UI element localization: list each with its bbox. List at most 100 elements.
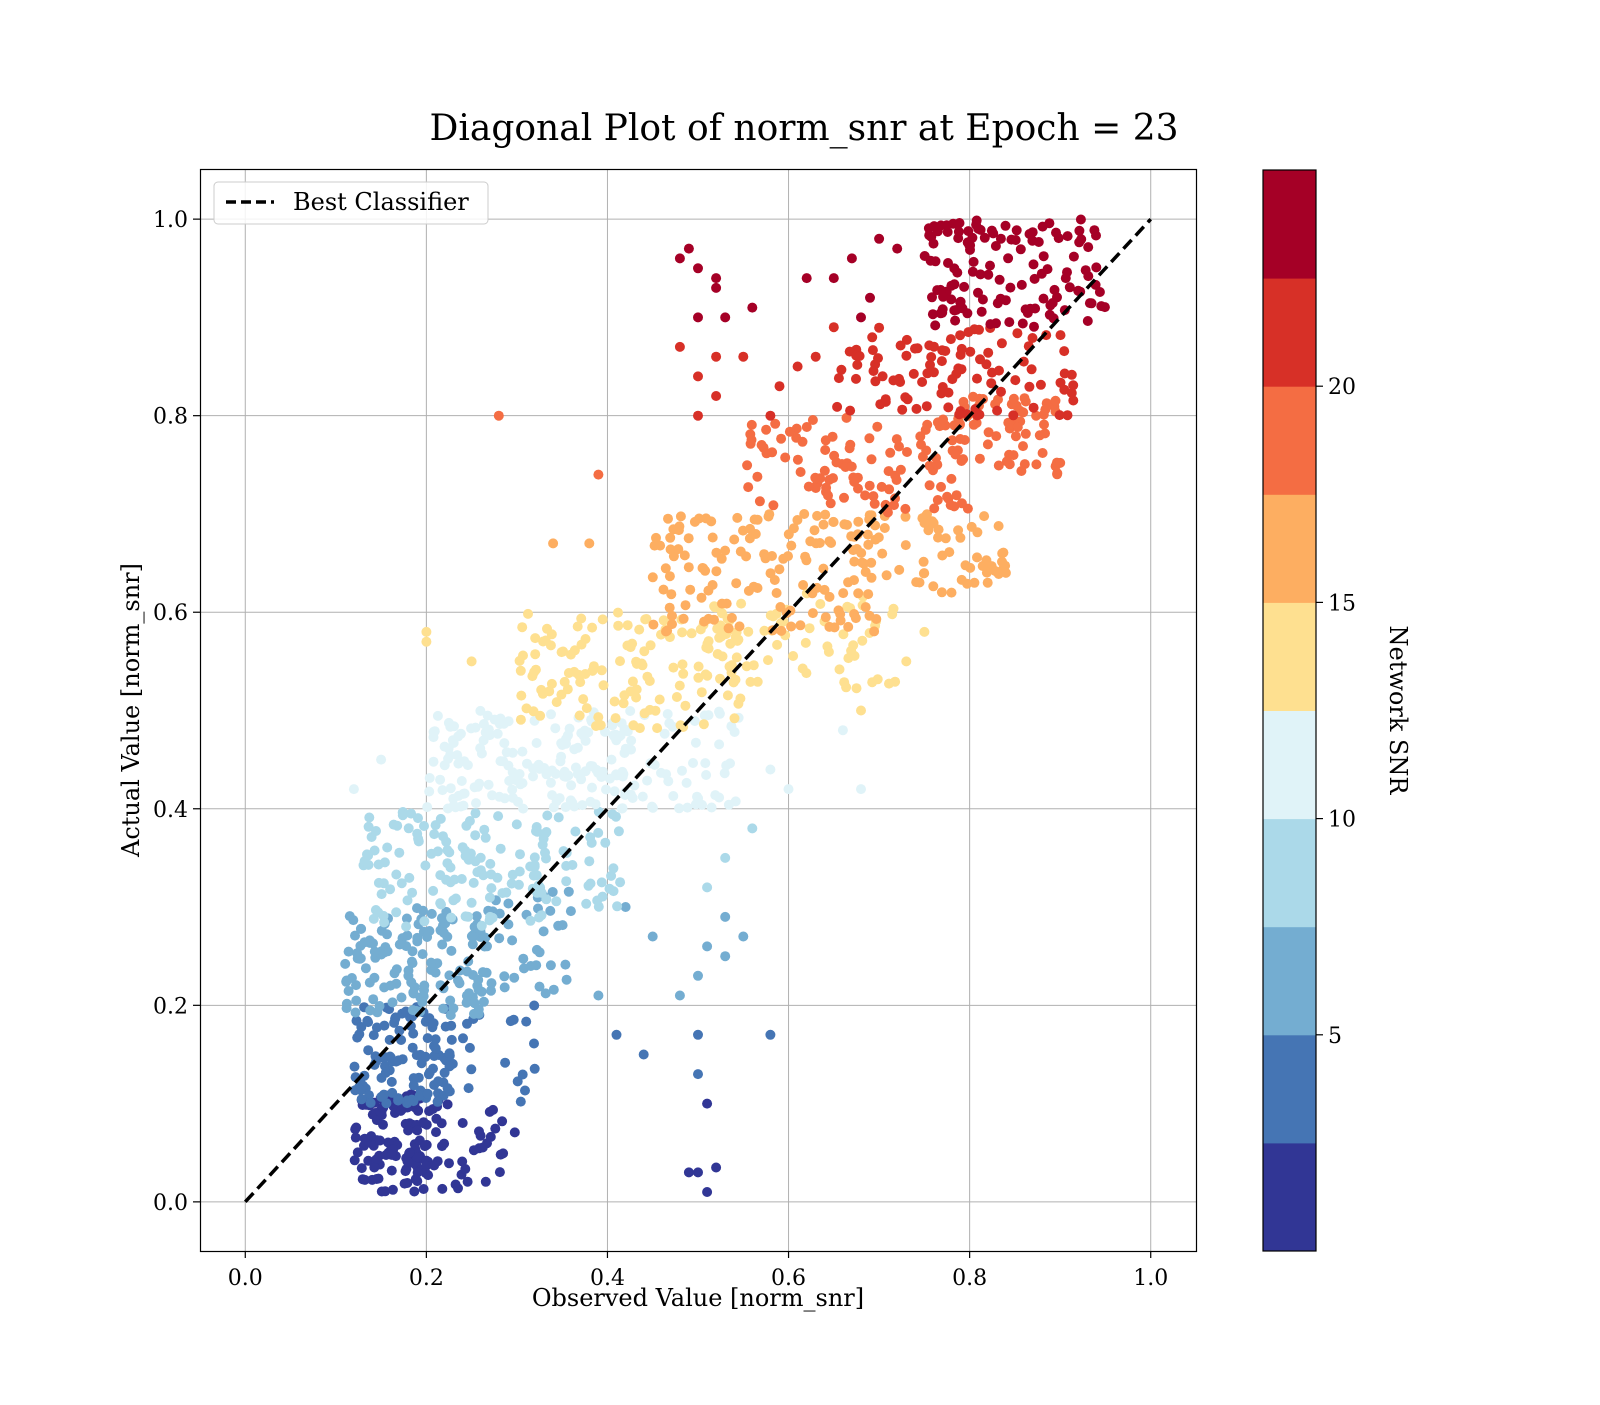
scatter-point: [422, 1088, 433, 1099]
scatter-point: [975, 269, 986, 280]
scatter-point: [924, 460, 935, 471]
scatter-point: [374, 1135, 385, 1146]
scatter-point: [343, 986, 354, 996]
scatter-point: [711, 273, 722, 284]
scatter-point: [900, 540, 911, 551]
scatter-point: [721, 760, 732, 771]
scatter-point: [349, 1061, 360, 1072]
scatter-point: [1082, 316, 1093, 326]
scatter-point: [367, 1174, 378, 1185]
scatter-point: [611, 1029, 622, 1040]
scatter-point: [703, 643, 714, 654]
scatter-point: [466, 931, 477, 942]
scatter-point: [693, 1069, 703, 1080]
scatter-point: [355, 1085, 366, 1096]
x-tick-label: 0.6: [771, 1266, 806, 1291]
scatter-point: [674, 521, 685, 532]
scatter-point: [483, 779, 494, 790]
scatter-point: [990, 566, 1001, 577]
scatter-point: [563, 770, 574, 781]
scatter-point: [527, 671, 538, 682]
scatter-point: [516, 690, 527, 701]
scatter-point: [801, 555, 812, 566]
scatter-point: [988, 228, 999, 239]
scatter-point: [569, 801, 580, 812]
scatter-point: [637, 791, 648, 802]
scatter-point: [517, 746, 528, 757]
scatter-point: [445, 783, 456, 794]
scatter-point: [364, 1090, 374, 1101]
scatter-point: [780, 452, 791, 463]
scatter-point: [691, 799, 701, 810]
scatter-point: [897, 404, 908, 415]
scatter-point: [853, 516, 864, 527]
scatter-point: [1074, 225, 1085, 236]
scatter-point: [448, 895, 459, 906]
scatter-point: [852, 359, 863, 370]
scatter-point: [1027, 227, 1038, 238]
scatter-point: [838, 588, 849, 599]
scatter-point: [647, 931, 658, 942]
scatter-point: [974, 453, 985, 464]
scatter-point: [754, 496, 765, 507]
scatter-point: [499, 971, 510, 982]
scatter-point: [544, 686, 555, 697]
scatter-point: [493, 811, 504, 822]
scatter-point: [545, 960, 556, 971]
scatter-point: [616, 803, 627, 814]
scatter-point: [1031, 410, 1042, 421]
scatter-point: [391, 907, 402, 918]
scatter-point: [625, 706, 636, 716]
scatter-point: [561, 860, 572, 871]
scatter-point: [400, 1166, 411, 1177]
scatter-point: [880, 394, 891, 405]
colorbar-segment: [1263, 278, 1316, 387]
scatter-point: [949, 279, 960, 290]
scatter-point: [700, 758, 711, 769]
scatter-point: [583, 880, 594, 891]
scatter-point: [469, 1008, 479, 1019]
scatter-point: [865, 292, 875, 303]
scatter-point: [464, 1042, 475, 1053]
scatter-point: [460, 911, 471, 922]
scatter-point: [521, 703, 532, 714]
scatter-point: [433, 1076, 444, 1087]
scatter-point: [610, 729, 621, 740]
scatter-point: [547, 765, 558, 776]
colorbar-segment: [1263, 926, 1316, 1036]
scatter-point: [834, 664, 845, 675]
x-axis-label: Observed Value [norm_snr]: [532, 1284, 864, 1312]
scatter-point: [1084, 298, 1095, 309]
scatter-point: [419, 1118, 430, 1129]
scatter-point: [350, 1007, 361, 1018]
scatter-point: [501, 747, 512, 758]
scatter-point: [1091, 262, 1102, 273]
scatter-point: [683, 1167, 694, 1178]
scatter-point: [488, 1104, 498, 1115]
scatter-point: [857, 635, 868, 646]
scatter-point: [1020, 396, 1031, 407]
scatter-point: [837, 725, 848, 736]
scatter-point: [956, 456, 967, 466]
scatter-point: [418, 905, 428, 916]
scatter-point: [677, 627, 688, 638]
scatter-point: [385, 884, 396, 895]
scatter-point: [690, 737, 701, 748]
scatter-point: [404, 872, 415, 883]
scatter-point: [551, 697, 562, 708]
scatter-point: [348, 915, 359, 926]
scatter-point: [1008, 410, 1019, 421]
scatter-point: [442, 845, 453, 856]
scatter-point: [954, 409, 965, 420]
scatter-point: [795, 620, 806, 631]
scatter-point: [430, 1043, 441, 1054]
scatter-point: [430, 1034, 441, 1045]
scatter-point: [448, 737, 459, 748]
scatter-point: [534, 912, 544, 923]
scatter-point: [908, 368, 919, 379]
scatter-point: [1055, 330, 1066, 341]
scatter-point: [343, 946, 354, 957]
scatter-point: [435, 898, 446, 909]
scatter-point: [1064, 282, 1075, 293]
scatter-point: [613, 607, 623, 618]
